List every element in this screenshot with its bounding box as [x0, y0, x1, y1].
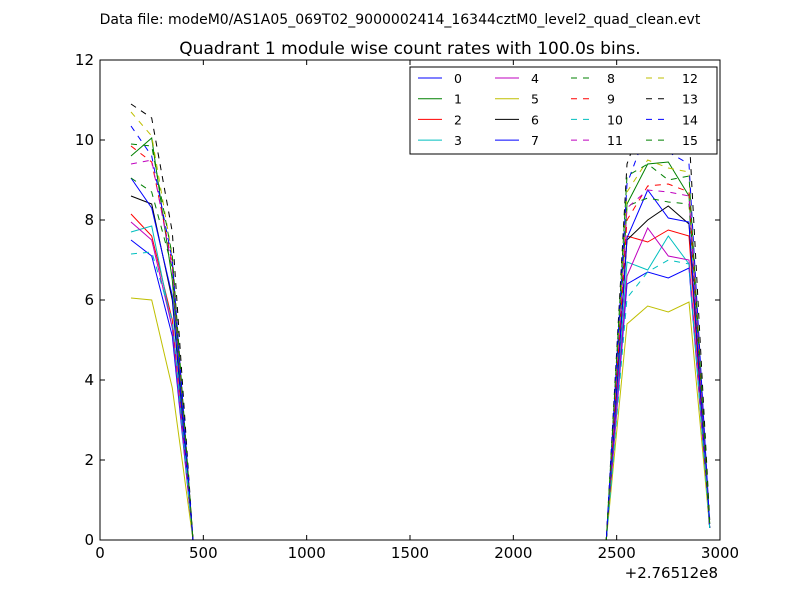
- legend-label-0: 0: [454, 71, 462, 86]
- y-tick-label: 6: [84, 291, 94, 309]
- legend-label-5: 5: [531, 92, 539, 107]
- legend-frame: [409, 66, 718, 155]
- legend-label-3: 3: [454, 133, 462, 148]
- legend-label-10: 10: [607, 112, 623, 127]
- series-line-15: [130, 143, 711, 541]
- legend-label-2: 2: [454, 112, 462, 127]
- y-tick-label: 10: [75, 131, 94, 149]
- legend-label-9: 9: [607, 92, 615, 107]
- legend-label-7: 7: [531, 133, 539, 148]
- y-tick-label: 0: [84, 531, 94, 549]
- y-tick-label: 4: [84, 371, 94, 389]
- y-tick-label: 2: [84, 451, 94, 469]
- legend-label-14: 14: [682, 112, 698, 127]
- x-tick-label: 0: [95, 544, 105, 562]
- legend-label-6: 6: [531, 112, 539, 127]
- legend-label-11: 11: [607, 133, 623, 148]
- x-tick-label: 2500: [598, 544, 636, 562]
- x-offset-label: +2.76512e8: [625, 564, 718, 582]
- suptitle: Data file: modeM0/AS1A05_069T02_90000024…: [100, 12, 701, 28]
- chart-title: Quadrant 1 module wise count rates with …: [179, 39, 640, 59]
- legend-label-8: 8: [607, 71, 615, 86]
- y-tick-label: 12: [75, 51, 94, 69]
- legend-label-1: 1: [454, 92, 462, 107]
- x-tick-label: 2000: [494, 544, 532, 562]
- x-tick-label: 500: [189, 544, 218, 562]
- legend-label-15: 15: [682, 133, 698, 148]
- legend-label-12: 12: [682, 71, 698, 86]
- legend-label-13: 13: [682, 92, 698, 107]
- x-tick-label: 3000: [701, 544, 739, 562]
- y-tick-label: 8: [84, 211, 94, 229]
- legend-label-4: 4: [531, 71, 539, 86]
- x-tick-label: 1000: [288, 544, 326, 562]
- x-tick-label: 1500: [391, 544, 429, 562]
